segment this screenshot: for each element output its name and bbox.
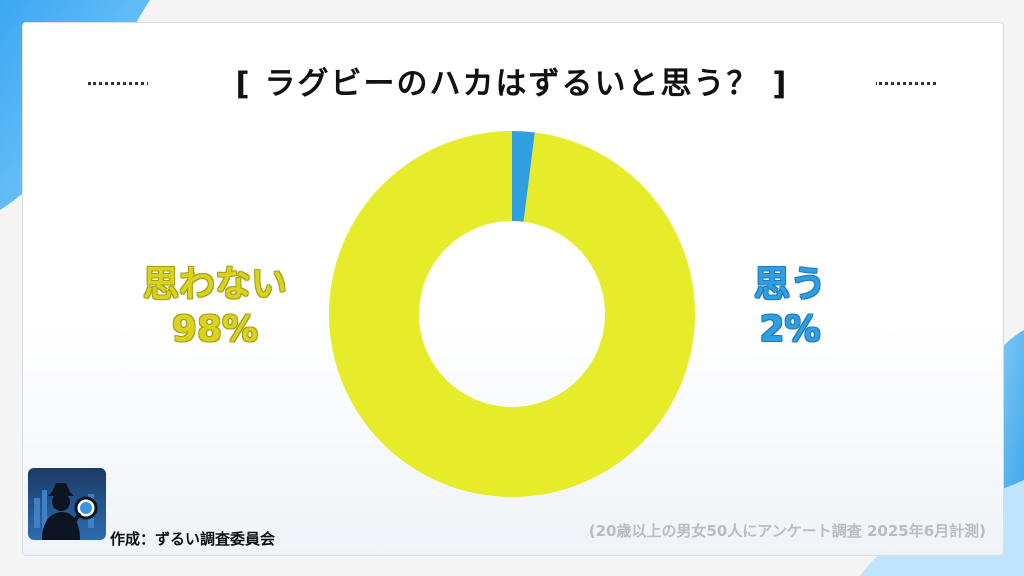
label-no: 思わない 98% [120, 262, 310, 352]
title-dotted-line-left [88, 82, 150, 85]
title-box: [ ラグビーのハカはずるいと思う？ ] [148, 38, 876, 122]
donut-slice-0 [512, 131, 535, 222]
label-no-percent: 98% [171, 309, 259, 350]
title-dotted-line-right [874, 82, 936, 85]
label-yes-name: 思う [753, 264, 826, 305]
label-yes-percent: 2% [759, 309, 821, 350]
chart-title: [ ラグビーのハカはずるいと思う？ ] [235, 65, 789, 102]
credit-text: 作成：ずるい調査委員会 [110, 530, 276, 548]
label-no-name: 思わない [142, 264, 287, 305]
label-yes: 思う 2% [720, 262, 860, 352]
detective-magnifier-icon [28, 468, 106, 540]
donut-chart [329, 131, 695, 498]
survey-note: (20歳以上の男女50人にアンケート調査 2025年6月計測) [588, 522, 986, 540]
donut-slice-1 [329, 131, 695, 498]
